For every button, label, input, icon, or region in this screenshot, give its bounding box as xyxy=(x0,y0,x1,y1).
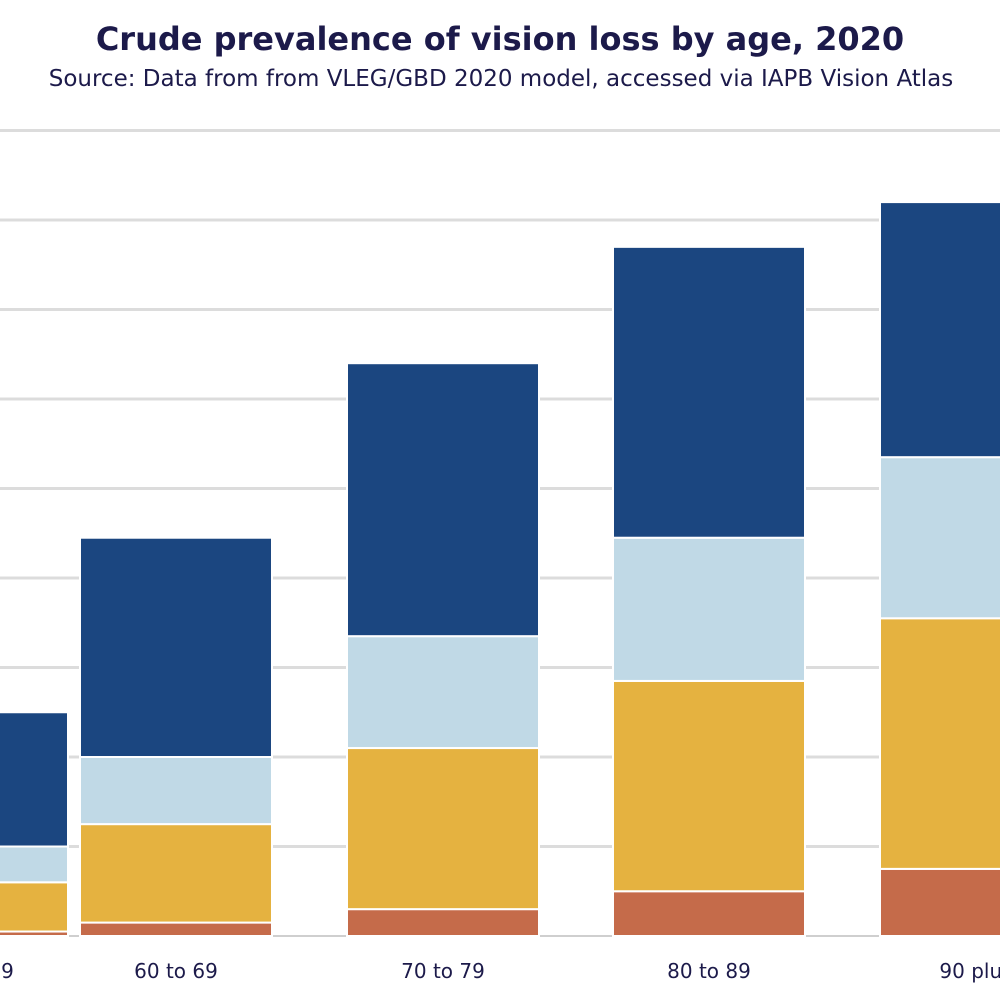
bar-segment[interactable] xyxy=(346,747,540,911)
bar-segment[interactable] xyxy=(0,881,69,933)
x-tick-labels: 50 to 59 60 to 69 70 to 79 80 to 89 90 plus xyxy=(0,959,1000,983)
bar-segment[interactable] xyxy=(879,456,1000,620)
x-tick-label: 50 to 59 xyxy=(0,959,14,983)
bar-segment[interactable] xyxy=(79,536,273,758)
x-tick-label: 70 to 79 xyxy=(401,959,485,983)
bar-segment[interactable] xyxy=(612,890,806,937)
bar-segment[interactable] xyxy=(879,617,1000,870)
x-tick-label: 90 plus xyxy=(939,959,1000,983)
bar-segment[interactable] xyxy=(79,921,273,938)
chart-title: Crude prevalence of vision loss by age, … xyxy=(95,20,905,58)
bar-segment[interactable] xyxy=(612,679,806,893)
x-tick-label: 60 to 69 xyxy=(134,959,218,983)
bar-segment[interactable] xyxy=(346,362,540,638)
bar-segment[interactable] xyxy=(346,635,540,750)
bar-segment[interactable] xyxy=(879,201,1000,459)
bar-segment[interactable] xyxy=(79,756,273,826)
x-tick-label: 80 to 89 xyxy=(667,959,751,983)
bars xyxy=(0,201,1000,938)
bar-segment[interactable] xyxy=(0,930,69,938)
chart-subtitle: Source: Data from from VLEG/GBD 2020 mod… xyxy=(48,66,954,92)
bar-segment[interactable] xyxy=(79,823,273,924)
bar-segment[interactable] xyxy=(0,711,69,848)
bar-segment[interactable] xyxy=(0,845,69,884)
bar-segment[interactable] xyxy=(879,867,1000,937)
bar-segment[interactable] xyxy=(346,908,540,938)
bar-segment[interactable] xyxy=(612,536,806,682)
bar-segment[interactable] xyxy=(612,245,806,539)
